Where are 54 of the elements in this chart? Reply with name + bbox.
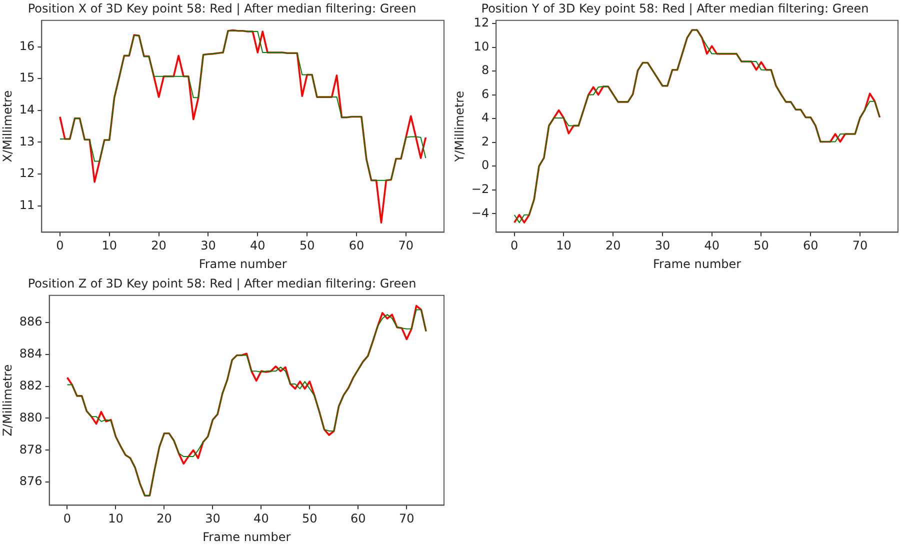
y-tick-label: 0: [481, 158, 490, 172]
x-axis-title: Frame number: [202, 530, 291, 544]
y-tick-label: 13: [19, 134, 35, 148]
y-tick-label: 11: [19, 198, 35, 212]
x-tick-label: 70: [852, 238, 868, 253]
x-tick-label: 40: [250, 238, 266, 253]
x-tick-label: 20: [605, 238, 621, 253]
y-tick-label: −2: [471, 182, 490, 196]
y-tick-label: 16: [19, 38, 35, 53]
y-tick-label: 4: [481, 110, 490, 125]
y-tick-label: 12: [19, 166, 35, 180]
x-tick-label: 40: [254, 512, 269, 526]
x-tick-label: 60: [348, 238, 364, 253]
y-tick-label: 2: [481, 134, 490, 148]
y-axis-title: Y/Millimetre: [452, 90, 466, 163]
y-tick-label: 15: [19, 70, 35, 85]
y-tick-label: 876: [19, 474, 42, 488]
y-tick-label: 884: [19, 346, 42, 361]
x-tick-label: 0: [63, 512, 72, 526]
chart-title: Position Y of 3D Key point 58: Red | After median filtering: Green: [481, 1, 869, 16]
x-tick-label: 10: [108, 512, 124, 526]
x-tick-label: 50: [302, 512, 318, 526]
x-tick-label: 20: [156, 512, 172, 526]
x-tick-label: 70: [399, 512, 414, 526]
y-tick-label: 10: [474, 39, 490, 54]
chart-title: Position X of 3D Key point 58: Red | After median filtering: Green: [28, 1, 416, 16]
y-tick-label: 12: [474, 16, 490, 30]
x-axis-title: Frame number: [653, 256, 742, 271]
x-tick-label: 0: [510, 238, 518, 253]
x-tick-label: 30: [200, 238, 216, 253]
y-tick-label: 8: [481, 63, 490, 78]
y-tick-label: 882: [19, 378, 42, 392]
x-tick-label: 10: [102, 238, 118, 253]
y-tick-label: −4: [471, 206, 490, 220]
x-tick-label: 10: [556, 238, 572, 253]
x-tick-label: 0: [56, 238, 64, 253]
y-tick-label: 886: [19, 314, 42, 329]
x-tick-label: 50: [754, 238, 769, 253]
x-tick-label: 50: [299, 238, 315, 253]
chart-title: Position Z of 3D Key point 58: Red | After median filtering: Green: [28, 276, 416, 290]
x-tick-label: 70: [398, 238, 414, 253]
x-tick-label: 30: [654, 238, 670, 253]
y-tick-label: 6: [481, 86, 490, 101]
y-axis-title: Z/Millimetre: [0, 364, 14, 436]
y-axis-title: X/Millimetre: [0, 90, 14, 162]
x-tick-label: 30: [205, 512, 220, 526]
y-tick-label: 880: [19, 410, 42, 424]
y-tick-label: 878: [19, 442, 42, 456]
x-tick-label: 60: [802, 238, 818, 253]
x-axis-title: Frame number: [198, 256, 287, 271]
y-tick-label: 14: [19, 102, 35, 117]
x-tick-label: 20: [151, 238, 166, 253]
x-tick-label: 40: [704, 238, 720, 253]
x-tick-label: 60: [350, 512, 366, 526]
